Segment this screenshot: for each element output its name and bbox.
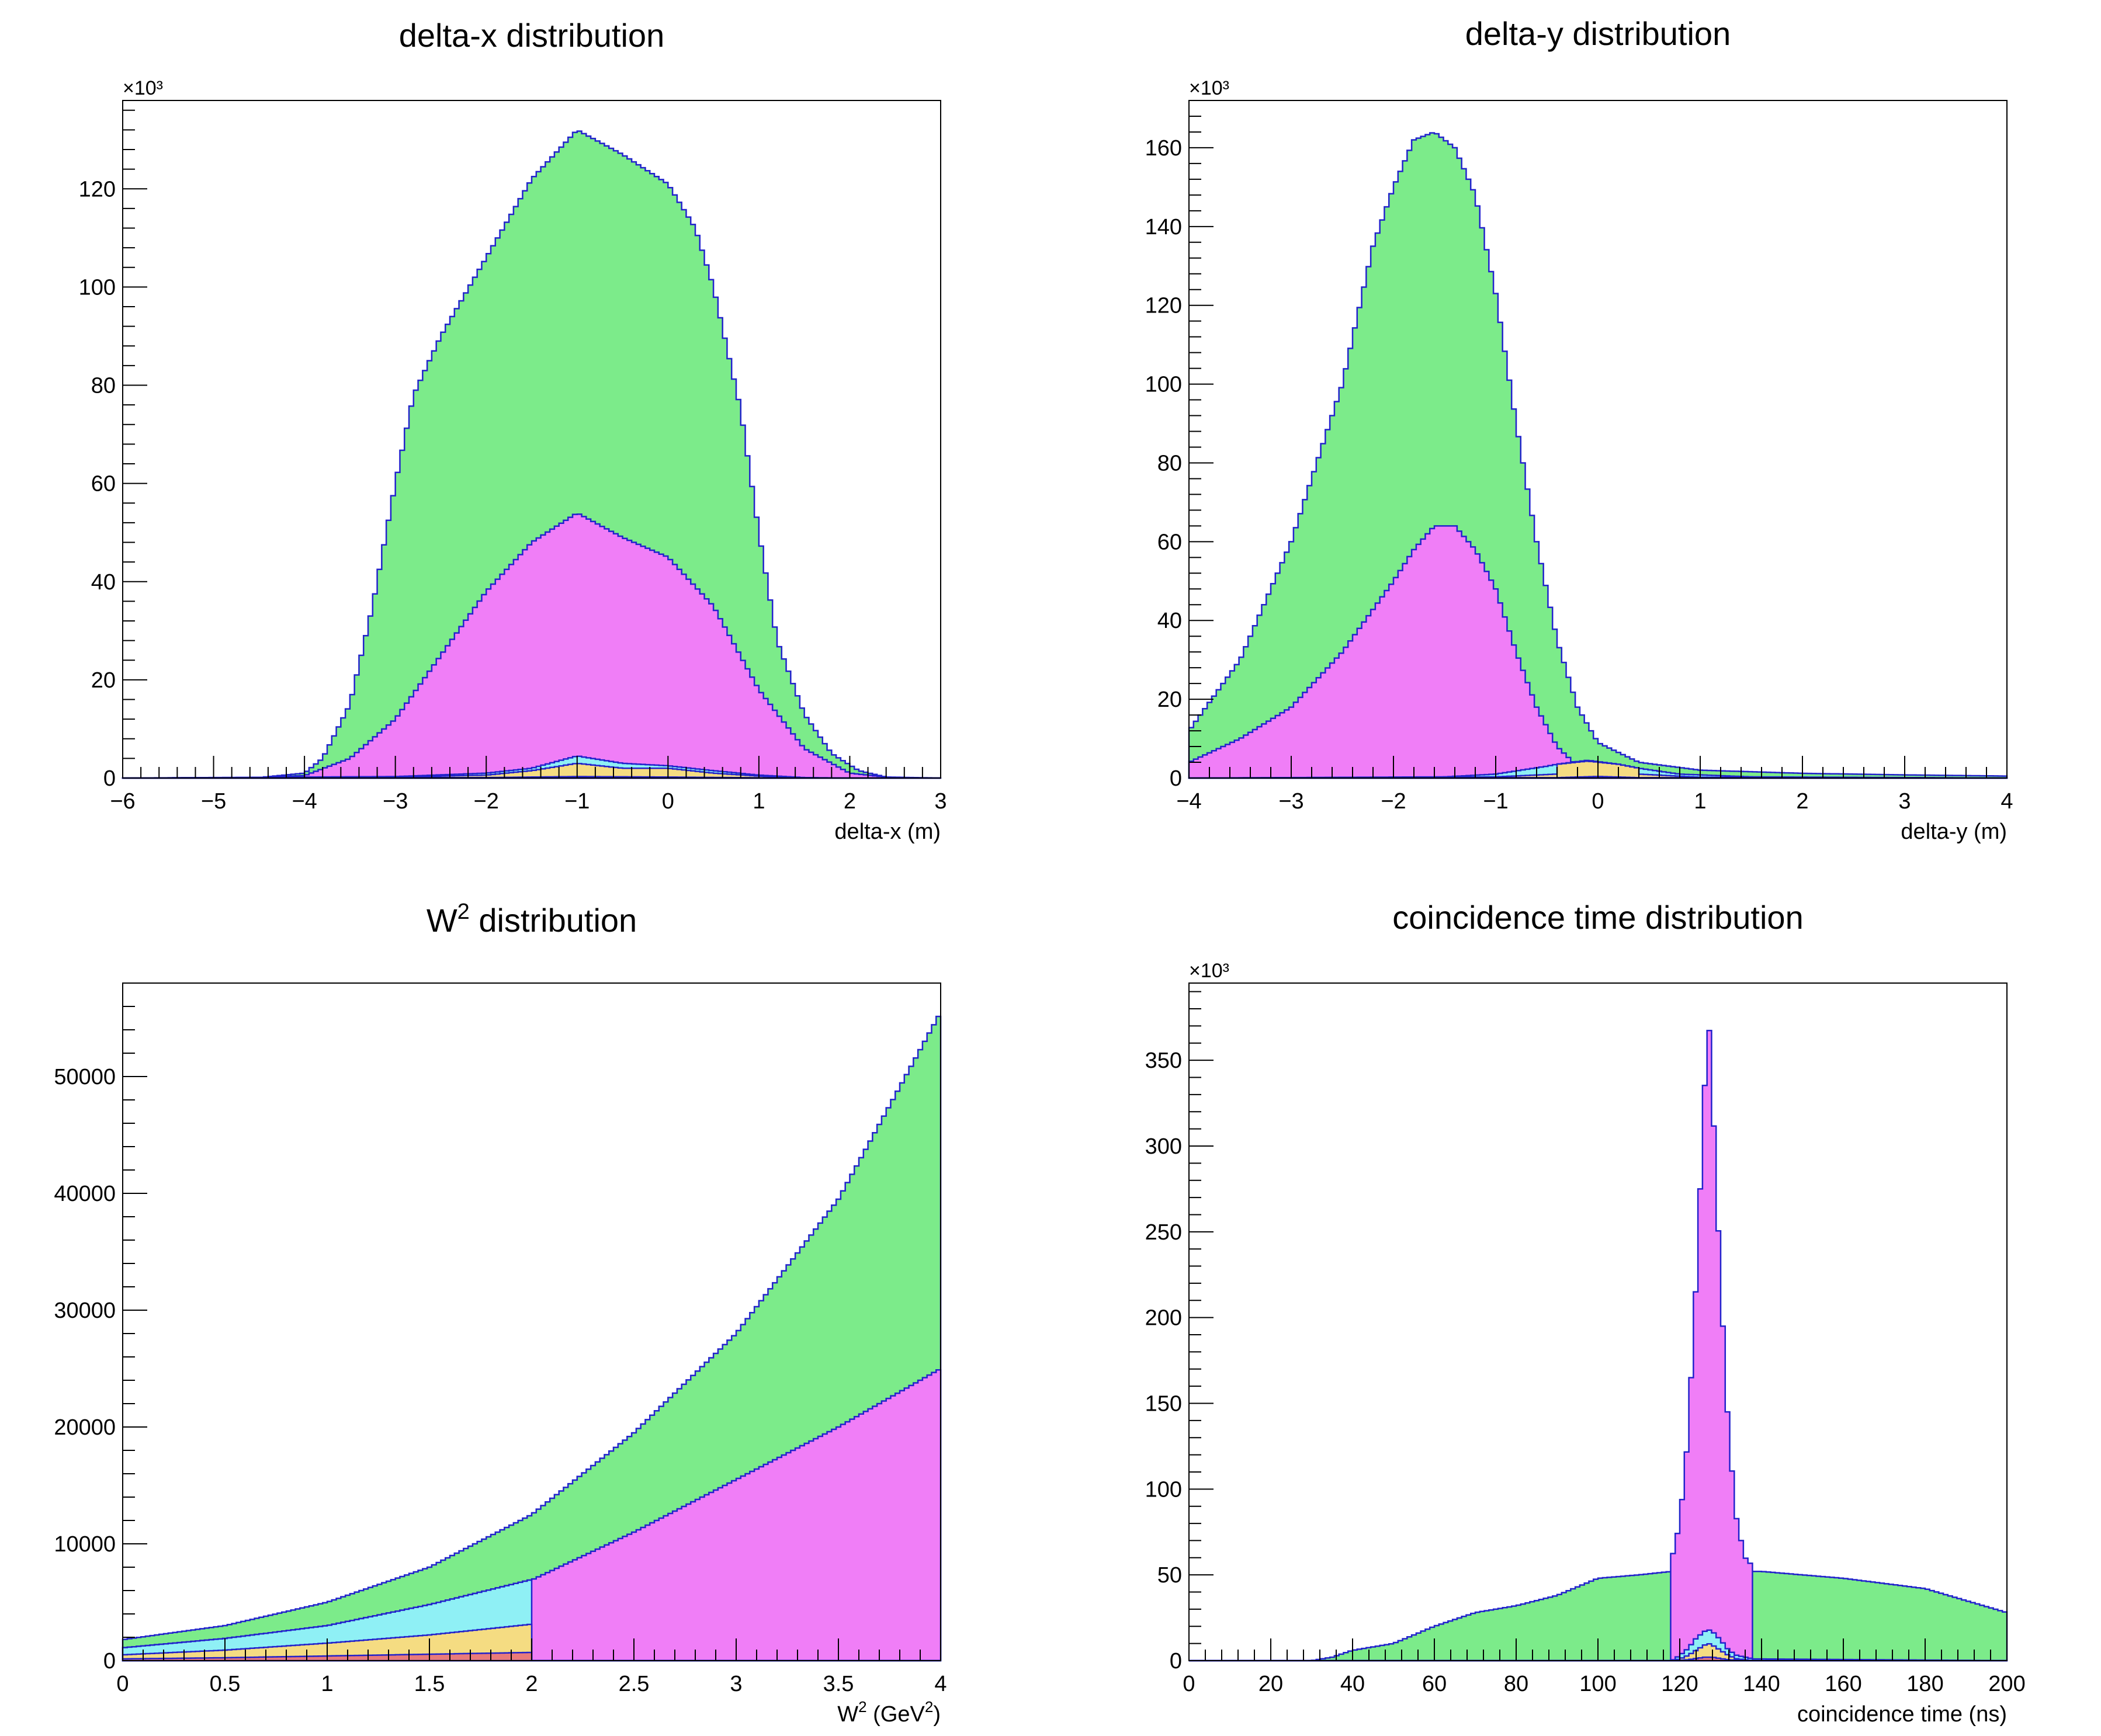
panels-container: −6 −5 −4 −3 −2 −1 0 1 2 3020406080100120×10³delta… (54, 15, 2025, 1727)
y-tick-label: 20 (1157, 688, 1182, 712)
y-tick-label: 10000 (54, 1532, 116, 1557)
y-axis: 0 50 100 150 200 250 300 350 (1145, 991, 1214, 1673)
y-exponent-label: ×10³ (1189, 960, 1229, 982)
y-tick-label: 20000 (54, 1415, 116, 1440)
y-tick-label: 250 (1145, 1220, 1182, 1245)
chart-title: delta-y distribution (1465, 15, 1731, 52)
chart-title: coincidence time distribution (1392, 899, 1803, 936)
x-tick-label: −6 (110, 789, 135, 814)
y-tick-label: 40 (1157, 609, 1182, 633)
x-tick-label: 0.5 (210, 1672, 241, 1696)
y-tick-label: 100 (1145, 1477, 1182, 1502)
x-tick-label: 1 (1694, 789, 1706, 814)
x-tick-label: −2 (474, 789, 499, 814)
x-axis-label: delta-x (m) (834, 820, 941, 844)
y-tick-label: 160 (1145, 136, 1182, 161)
x-tick-label: 80 (1504, 1672, 1528, 1696)
x-tick-label: 1 (753, 789, 765, 814)
x-axis: 0 20 40 60 80 100 120 140 160 180 200 (1183, 1638, 2026, 1696)
x-tick-label: −4 (1176, 789, 1201, 814)
x-tick-label: 200 (1988, 1672, 2025, 1696)
x-tick-label: 3.5 (823, 1672, 854, 1696)
y-tick-label: 120 (79, 177, 116, 202)
y-axis: 0 20 40 60 80 100 120 140 160 (1145, 100, 1214, 791)
x-tick-label: 0 (1592, 789, 1604, 814)
x-tick-label: 4 (934, 1672, 947, 1696)
y-tick-label: 80 (91, 374, 116, 398)
x-tick-label: −3 (1278, 789, 1303, 814)
x-tick-label: 20 (1258, 1672, 1283, 1696)
x-tick-label: 4 (2001, 789, 2013, 814)
x-tick-label: −1 (564, 789, 590, 814)
x-axis-label: delta-y (m) (1901, 820, 2007, 844)
y-tick-label: 120 (1145, 294, 1182, 318)
y-tick-label: 100 (79, 275, 116, 300)
x-tick-label: 0 (662, 789, 674, 814)
y-tick-label: 100 (1145, 373, 1182, 397)
x-axis: −4 −3 −2 −1 0 1 2 3 4 (1176, 756, 2013, 814)
x-axis-label: coincidence time (ns) (1797, 1702, 2007, 1727)
x-tick-label: 60 (1422, 1672, 1447, 1696)
histogram-series-1 (1189, 1571, 2008, 1662)
x-axis: 0 0.5 1 1.5 2 2.5 3 3.5 4 (116, 1638, 947, 1696)
y-tick-label: 0 (103, 766, 116, 791)
y-tick-label: 0 (1170, 766, 1182, 791)
y-tick-label: 50 (1157, 1563, 1182, 1588)
y-tick-label: 0 (103, 1649, 116, 1673)
chart-panel-2: −4 −3 −2 −1 0 1 2 3 4020406080100120140160×10³de… (1145, 15, 2013, 844)
y-tick-label: 60 (91, 472, 116, 497)
x-tick-label: 180 (1906, 1672, 1943, 1696)
x-axis-label: W2 (GeV2) (837, 1698, 941, 1727)
y-tick-label: 50000 (54, 1065, 116, 1089)
y-tick-label: 140 (1145, 215, 1182, 239)
x-tick-label: 120 (1661, 1672, 1698, 1696)
chart-panel-1: −6 −5 −4 −3 −2 −1 0 1 2 3 0 20 40 60 80 100 120 ×10³ delta… (79, 17, 947, 844)
y-tick-label: 200 (1145, 1306, 1182, 1331)
x-tick-label: 3 (730, 1672, 742, 1696)
x-tick-label: 100 (1579, 1672, 1616, 1696)
x-tick-label: −1 (1483, 789, 1508, 814)
chart-title: delta-x distribution (399, 17, 664, 54)
y-axis: 0 10000 20000 30000 40000 50000 (54, 982, 147, 1673)
y-tick-label: 40000 (54, 1182, 116, 1206)
y-tick-label: 60 (1157, 530, 1182, 554)
x-tick-label: −2 (1381, 789, 1406, 814)
x-tick-label: 1 (321, 1672, 333, 1696)
x-tick-label: −3 (383, 789, 408, 814)
x-tick-label: 40 (1340, 1672, 1365, 1696)
chart-panel-4: 0 20 40 60 80 100 120 140 160 180 200 0 50 100 150 200 2… (1145, 899, 2026, 1727)
y-tick-label: 150 (1145, 1391, 1182, 1416)
y-tick-label: 80 (1157, 451, 1182, 475)
y-tick-label: 300 (1145, 1134, 1182, 1159)
x-tick-label: 2.5 (619, 1672, 650, 1696)
x-axis: −6 −5 −4 −3 −2 −1 0 1 2 3 (110, 756, 947, 814)
y-exponent-label: ×10³ (123, 77, 163, 99)
x-tick-label: 3 (1898, 789, 1911, 814)
x-tick-label: 2 (1796, 789, 1808, 814)
y-tick-label: 30000 (54, 1298, 116, 1323)
x-tick-label: −4 (292, 789, 317, 814)
x-tick-label: 1.5 (414, 1672, 445, 1696)
x-tick-label: 2 (844, 789, 856, 814)
x-tick-label: 3 (934, 789, 947, 814)
chart-title: W2 distribution (427, 900, 637, 939)
y-tick-label: 0 (1170, 1649, 1182, 1673)
x-tick-label: 140 (1743, 1672, 1780, 1696)
x-tick-label: 160 (1825, 1672, 1861, 1696)
x-tick-label: 2 (525, 1672, 538, 1696)
x-tick-label: 0 (1183, 1672, 1195, 1696)
chart-panel-3: 0 0.5 1 1.5 2 2.5 3 3.5 4 0 10000 20000 30000 40000 50… (54, 900, 947, 1727)
y-tick-label: 350 (1145, 1048, 1182, 1073)
y-tick-label: 20 (91, 668, 116, 693)
x-tick-label: 0 (116, 1672, 129, 1696)
y-tick-label: 40 (91, 570, 116, 595)
x-tick-label: −5 (201, 789, 226, 814)
y-exponent-label: ×10³ (1189, 77, 1229, 99)
y-axis: 0 20 40 60 80 100 120 (79, 109, 147, 791)
plot-frame (122, 100, 941, 779)
